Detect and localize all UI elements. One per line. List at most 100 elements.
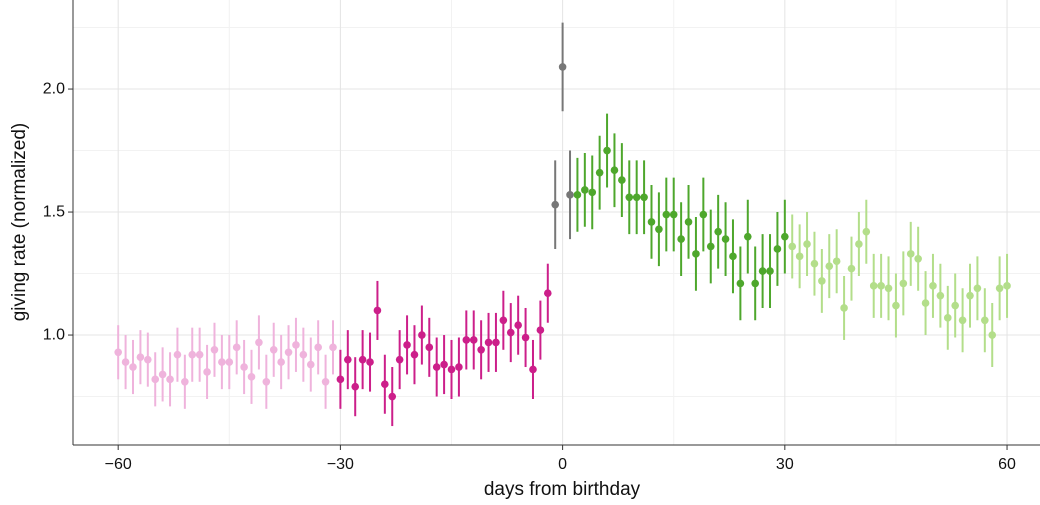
point [477, 346, 485, 354]
point [551, 200, 560, 209]
point [269, 346, 278, 354]
point [825, 262, 834, 270]
point [632, 193, 641, 202]
x-tick-label: 0 [558, 456, 567, 473]
point [677, 235, 685, 243]
point [462, 336, 471, 344]
point [847, 264, 856, 273]
point [351, 382, 360, 391]
point [803, 240, 811, 248]
point [566, 191, 574, 199]
point [218, 358, 226, 366]
point [225, 358, 234, 366]
point [884, 284, 893, 293]
point [336, 375, 345, 384]
point [581, 186, 589, 194]
point [721, 235, 730, 243]
point [181, 377, 189, 386]
point [795, 252, 804, 261]
point [232, 343, 241, 352]
point [684, 218, 693, 226]
point [840, 304, 848, 312]
point [440, 360, 448, 369]
point [1003, 282, 1011, 290]
point [262, 377, 271, 386]
point [773, 245, 782, 253]
y-tick-label: 2.0 [43, 80, 65, 97]
point [558, 63, 567, 71]
point [136, 353, 145, 361]
point [329, 343, 337, 352]
point [388, 392, 397, 401]
point [855, 240, 863, 248]
point [344, 355, 352, 364]
point [981, 316, 989, 325]
point [158, 370, 167, 379]
point [573, 191, 582, 199]
point [277, 358, 285, 366]
point [699, 210, 708, 219]
point [284, 348, 293, 357]
point [729, 252, 737, 261]
point [921, 299, 930, 307]
point [669, 210, 678, 219]
x-axis-title: days from birthday [484, 479, 641, 500]
point [655, 225, 663, 234]
point [203, 368, 211, 376]
point [240, 363, 248, 371]
point [425, 343, 434, 352]
point [195, 350, 204, 359]
point [188, 350, 197, 359]
point [832, 257, 841, 266]
point [810, 259, 819, 268]
point [914, 254, 922, 263]
point [647, 218, 656, 226]
point [210, 346, 219, 354]
point [862, 227, 871, 236]
point [788, 242, 797, 251]
point [714, 227, 722, 236]
point [751, 279, 759, 288]
point [588, 188, 597, 197]
point [529, 365, 537, 374]
point [499, 316, 508, 325]
point [662, 210, 671, 219]
point [943, 314, 952, 322]
point [432, 363, 441, 371]
point [818, 277, 826, 285]
point [899, 279, 908, 288]
point [366, 358, 374, 366]
point [603, 146, 611, 155]
point [410, 350, 419, 359]
x-tick-label: 60 [998, 456, 1016, 473]
y-tick-label: 1.0 [43, 326, 65, 343]
point [929, 282, 937, 290]
point [469, 336, 478, 344]
point [536, 326, 545, 334]
point [455, 363, 463, 371]
point [403, 341, 411, 349]
point [484, 338, 493, 347]
point [292, 341, 300, 349]
point [625, 193, 634, 202]
x-tick-label: 30 [776, 456, 794, 473]
point [514, 321, 522, 330]
point [373, 306, 382, 315]
point [381, 380, 389, 389]
point [173, 350, 182, 359]
point [958, 316, 967, 325]
point [966, 291, 974, 300]
point [869, 282, 878, 290]
point [781, 232, 789, 241]
point [247, 373, 256, 381]
point [758, 267, 767, 275]
point [877, 282, 885, 290]
point [521, 333, 530, 342]
point [144, 355, 152, 364]
point [151, 375, 160, 384]
point [306, 360, 315, 369]
point [988, 331, 997, 339]
point [506, 328, 515, 337]
